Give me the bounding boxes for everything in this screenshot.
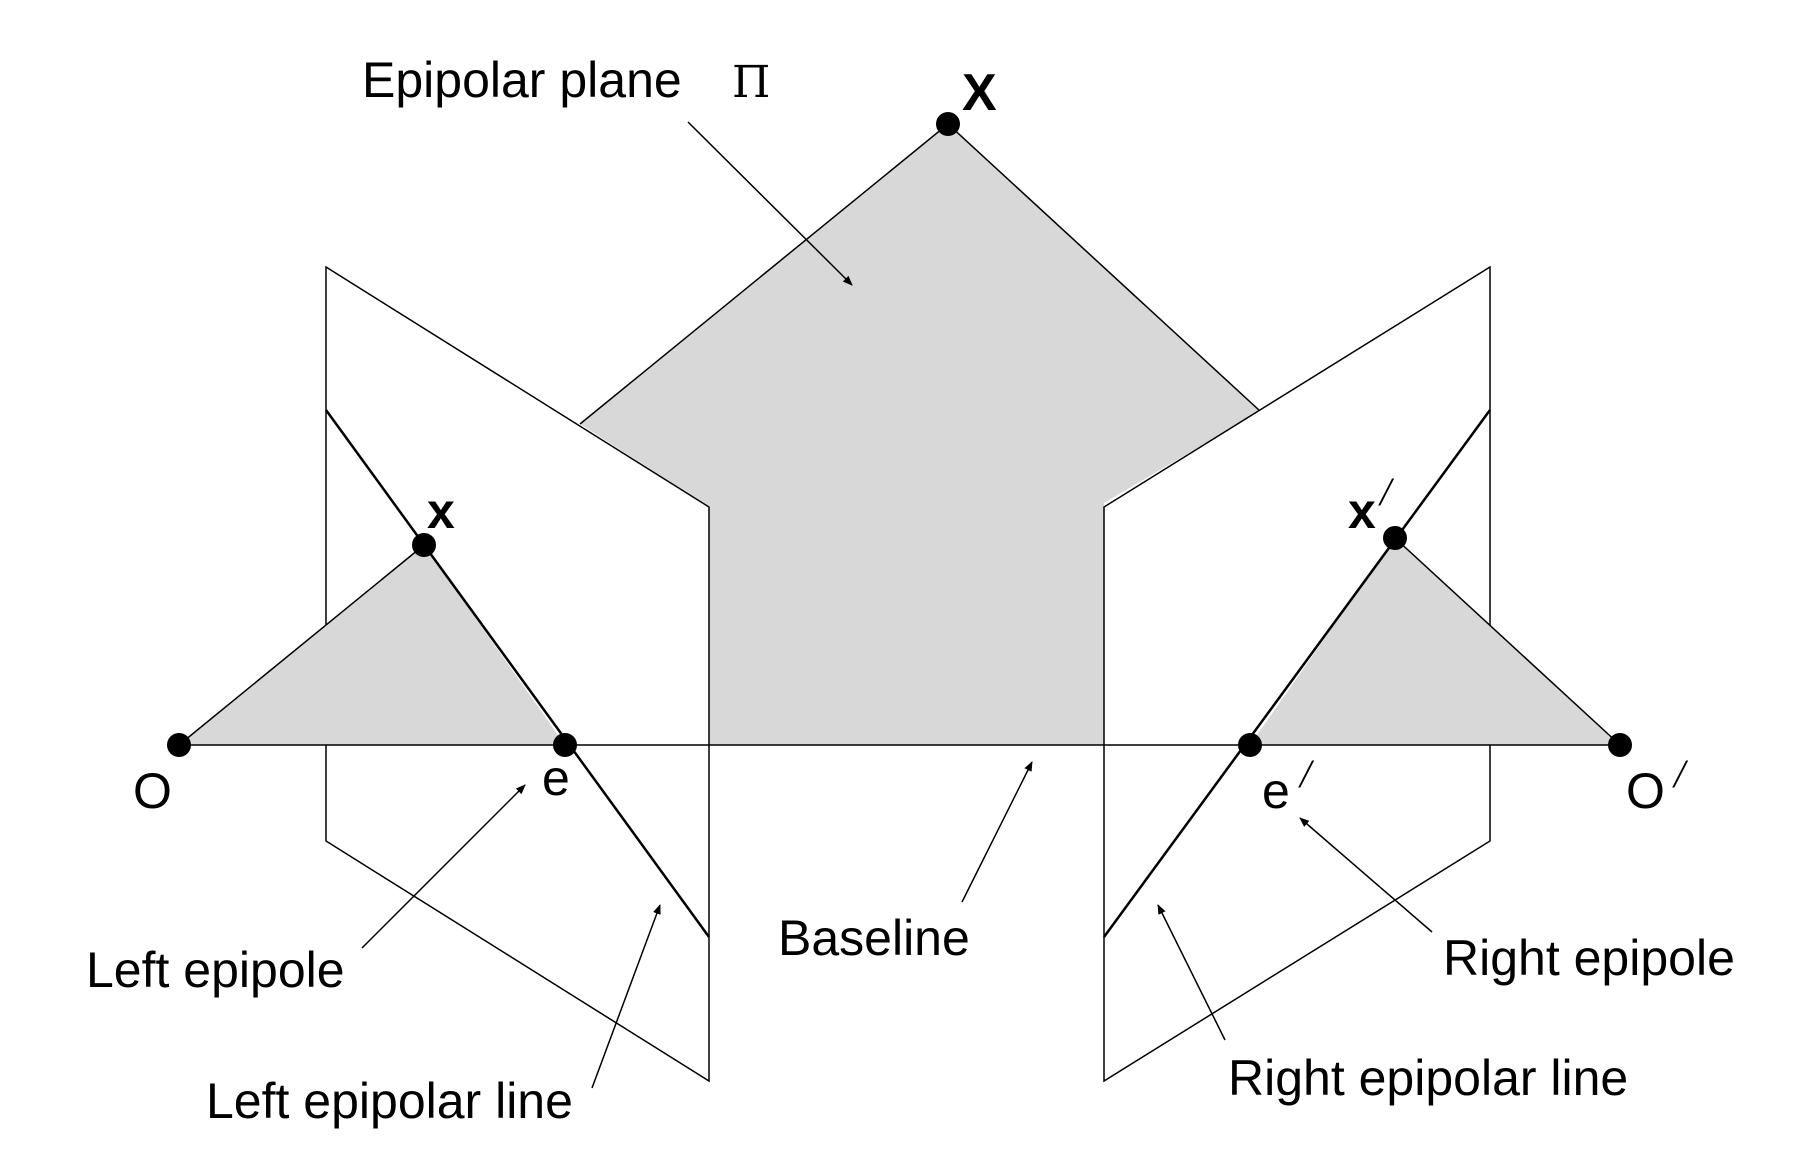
prime-e: / (1298, 751, 1315, 796)
ray-X-left (579, 123, 949, 425)
epipolar-plane (580, 124, 1260, 745)
left-epipolar-line (324, 409, 711, 938)
label-right-epipole: Right epipole (1443, 930, 1735, 986)
label-right-epipole-point: e (1262, 763, 1290, 819)
label-left-epipole: Left epipole (86, 942, 345, 998)
right-camera-center (1608, 733, 1632, 757)
point-x (412, 533, 436, 557)
label-point-x-prime: x (1348, 483, 1376, 539)
arrow-left-epipole (361, 784, 526, 949)
label-left-epipolar-line: Left epipolar line (206, 1073, 573, 1129)
label-pi-symbol: Π (732, 57, 770, 108)
ray-O-x (178, 544, 425, 746)
ray-O-prime-x-prime (1394, 537, 1621, 746)
left-camera-center (167, 733, 191, 757)
arrow-right-epipole (1299, 817, 1433, 933)
label-right-camera: O (1626, 763, 1665, 819)
label-point-x: x (427, 483, 455, 539)
arrow-right-epipolar-line (1157, 904, 1226, 1041)
label-epipolar-plane: Epipolar plane (362, 52, 682, 108)
arrow-baseline (961, 761, 1033, 903)
label-left-camera: O (133, 763, 172, 819)
left-projection-triangle (179, 545, 565, 745)
left-epipole-point (553, 733, 577, 757)
right-projection-triangle (1250, 538, 1620, 745)
label-baseline: Baseline (778, 910, 970, 966)
label-point-X: X (962, 64, 997, 122)
prime-x: / (1378, 469, 1395, 514)
point-x-prime (1383, 526, 1407, 550)
ray-X-right (947, 123, 1261, 412)
point-X (936, 112, 960, 136)
label-right-epipolar-line: Right epipolar line (1228, 1050, 1628, 1106)
prime-O: / (1672, 751, 1689, 796)
right-epipolar-line (1102, 409, 1492, 938)
arrow-epipolar-plane (687, 121, 853, 286)
arrow-left-epipolar-line (591, 904, 661, 1089)
label-left-epipole-point: e (542, 750, 570, 806)
right-epipole-point (1238, 733, 1262, 757)
